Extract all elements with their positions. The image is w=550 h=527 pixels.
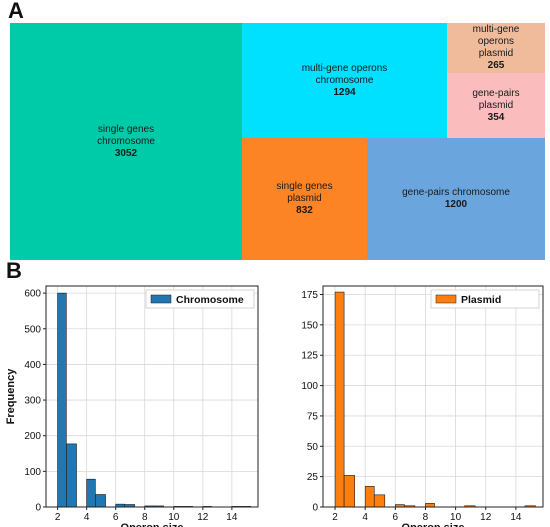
y-tick-label: 25 — [307, 472, 319, 483]
legend-swatch — [435, 294, 457, 304]
tile-label: single genes plasmid 832 — [276, 181, 332, 217]
y-tick-label: 600 — [24, 289, 41, 300]
y-tick-label: 300 — [24, 396, 41, 407]
panel-a-label: A — [8, 0, 24, 23]
tile-gene-pairs-plasmid: gene-pairs plasmid 354 — [447, 73, 545, 138]
treemap: single genes chromosome 3052 multi-gene op… — [10, 23, 545, 260]
histogram-bar — [343, 475, 355, 508]
tile-single-genes-chromosome: single genes chromosome 3052 — [10, 23, 242, 260]
panel-b-label: B — [6, 258, 22, 283]
y-tick-label: 500 — [24, 324, 41, 335]
x-tick-label: 6 — [393, 512, 399, 523]
x-tick-label: 12 — [197, 512, 209, 523]
tile-label-line: gene-pairs chromosome — [402, 187, 510, 198]
tile-label-line: single genes — [97, 123, 155, 135]
x-tick-label: 4 — [84, 512, 90, 523]
y-axis-label: Frequency — [5, 368, 17, 425]
x-tick-label: 8 — [142, 512, 148, 523]
chromosome-histogram: 2 4 6 8 10 12 14 0 100 200 300 400 500 600 Operon size… — [5, 285, 259, 527]
y-tick-label: 100 — [301, 381, 318, 392]
x-axis-label: Operon size — [121, 522, 184, 527]
tile-label: gene-pairs plasmid 354 — [472, 88, 519, 124]
x-tick-label: 10 — [450, 512, 462, 523]
x-tick-label: 2 — [332, 512, 338, 523]
tile-label: single genes chromosome 3052 — [97, 124, 155, 160]
tile-multi-gene-operons-plasmid: multi-gene operons plasmid 265 — [447, 23, 545, 73]
legend-swatch — [150, 294, 172, 304]
tile-value: 1200 — [444, 199, 468, 210]
y-tick-label: 75 — [307, 411, 319, 422]
histogram-bar — [57, 292, 67, 508]
tile-label: multi-gene operons plasmid 265 — [473, 24, 520, 72]
tile-label-line: gene-pairs — [472, 87, 520, 99]
legend-label: Plasmid — [461, 294, 501, 306]
y-tick-label: 400 — [24, 360, 41, 371]
tile-label-line: single genes — [276, 181, 333, 192]
tile-value: 1294 — [333, 86, 356, 98]
y-tick-label: 100 — [24, 467, 41, 478]
y-tick-label: 50 — [307, 442, 319, 453]
y-tick-label: 175 — [301, 290, 318, 301]
tile-value: 354 — [487, 111, 505, 123]
x-tick-label: 6 — [113, 512, 119, 523]
plot-frame — [45, 285, 259, 508]
y-tick-label: 125 — [301, 351, 318, 362]
tile-label-line: plasmid — [478, 99, 514, 111]
y-tick-label: 150 — [301, 320, 318, 331]
tile-single-genes-plasmid: single genes plasmid 832 — [242, 138, 367, 260]
x-tick-label: 8 — [423, 512, 429, 523]
x-tick-label: 10 — [168, 512, 180, 523]
tile-value: 832 — [296, 205, 313, 216]
tile-label-line: multi-gene operons — [301, 62, 388, 74]
legend-box — [430, 289, 540, 309]
tile-value: 265 — [487, 60, 505, 71]
legend-label: Chromosome — [176, 294, 244, 306]
x-tick-label: 12 — [480, 512, 492, 523]
tile-label-line: plasmid — [287, 193, 322, 204]
histogram-bar — [425, 503, 435, 508]
histogram-bar — [95, 494, 106, 508]
x-tick-label: 4 — [362, 512, 368, 523]
x-tick-label: 2 — [55, 512, 61, 523]
histogram-bar — [86, 478, 96, 508]
histogram-bar — [66, 443, 77, 508]
tile-multi-gene-operons-chromosome: multi-gene operons chromosome 1294 — [242, 23, 447, 138]
y-tick-label: 200 — [24, 431, 41, 442]
tile-gene-pairs-chromosome: gene-pairs chromosome 1200 — [367, 138, 545, 260]
tile-label-line: multi-gene — [472, 24, 520, 35]
histogram-bar — [373, 494, 386, 508]
plasmid-histogram: 2 4 6 8 10 12 14 0 25 50 75 100 125 150 175 Operon size… — [301, 285, 544, 527]
x-tick-label: 14 — [510, 512, 522, 523]
y-tick-label: 0 — [35, 503, 41, 514]
plot-frame — [322, 285, 544, 508]
y-tick-label: 0 — [312, 503, 318, 514]
tile-label-line: plasmid — [478, 48, 514, 59]
tile-label: multi-gene operons chromosome 1294 — [302, 63, 388, 99]
x-axis-label: Operon size — [402, 522, 465, 527]
tile-label-line: chromosome — [315, 74, 374, 86]
tile-label-line: chromosome — [97, 135, 155, 147]
legend-box — [145, 289, 255, 309]
histogram-bar — [364, 486, 375, 508]
histogram-bar — [334, 291, 345, 508]
tile-label: gene-pairs chromosome 1200 — [402, 187, 510, 211]
tile-label-line: operons — [477, 36, 515, 47]
tile-value: 3052 — [114, 147, 138, 159]
x-tick-label: 14 — [226, 512, 238, 523]
